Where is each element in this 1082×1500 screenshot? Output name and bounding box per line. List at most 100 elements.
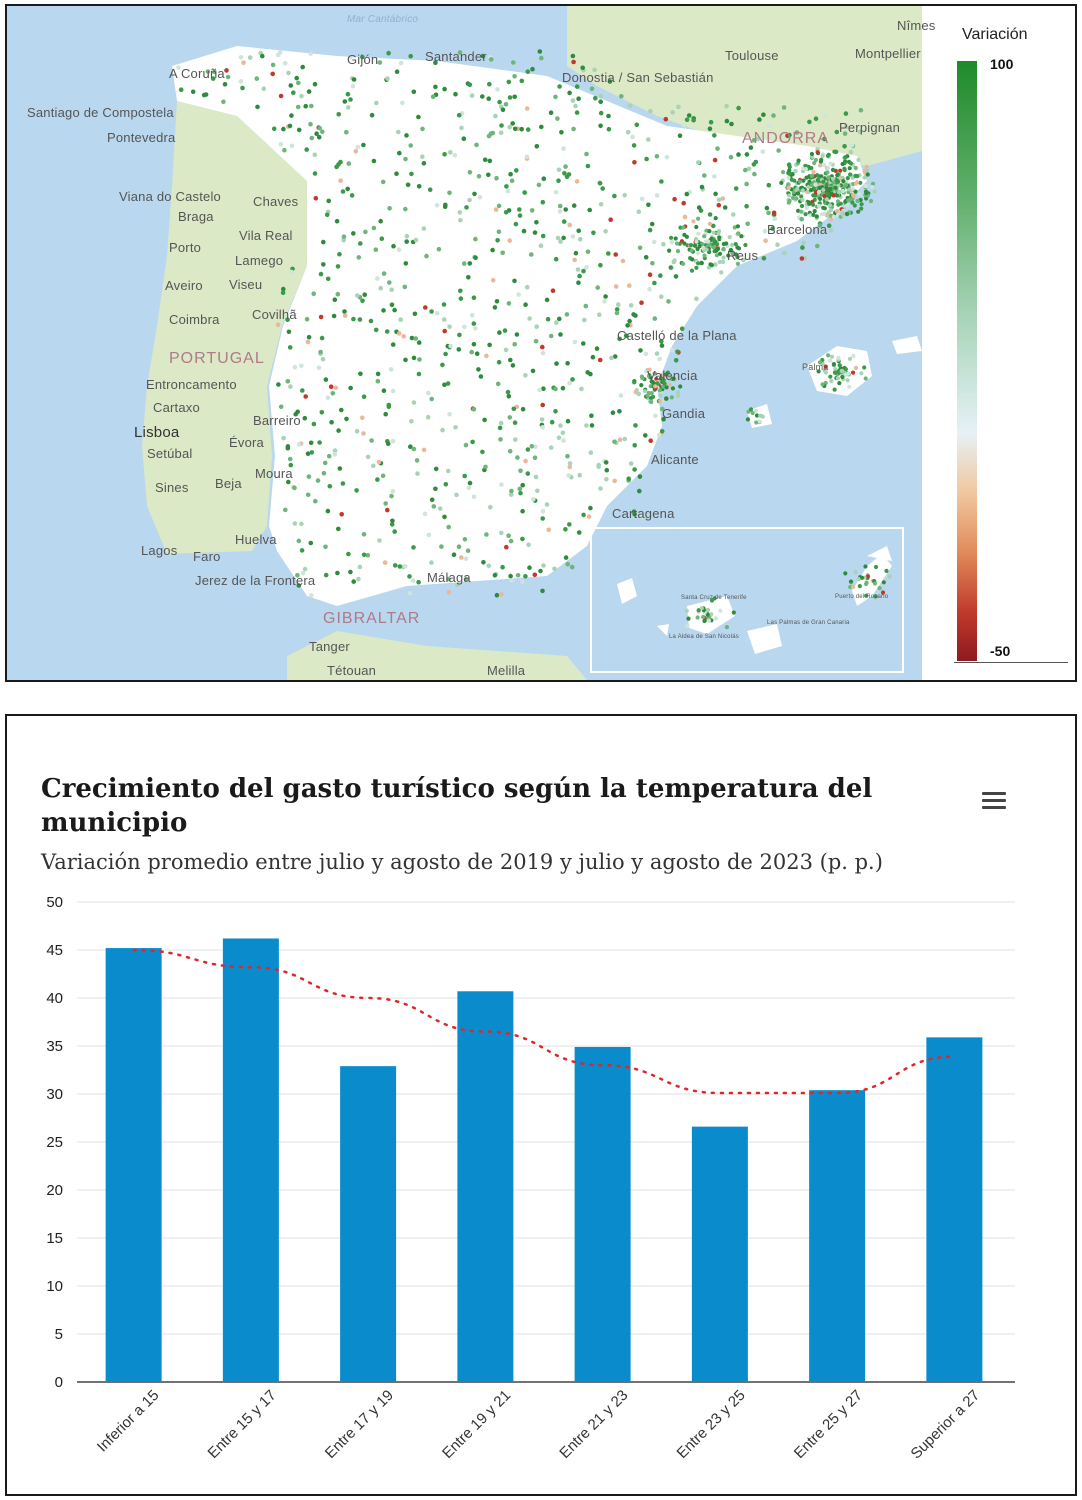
municipality-point: [819, 212, 825, 217]
municipality-point: [412, 311, 418, 317]
municipality-point: [446, 590, 452, 595]
municipality-point: [857, 129, 863, 135]
municipality-point: [442, 514, 447, 520]
municipality-point: [652, 316, 658, 321]
municipality-point: [378, 285, 384, 291]
spain-land: [172, 46, 867, 606]
municipality-point: [447, 324, 452, 330]
municipality-point: [376, 459, 382, 465]
municipality-point: [518, 468, 523, 474]
municipality-point: [857, 584, 862, 589]
municipality-point: [702, 253, 707, 258]
municipality-point: [724, 103, 729, 109]
municipality-point: [517, 213, 523, 218]
municipality-point: [815, 150, 820, 155]
municipality-point: [392, 307, 397, 313]
municipality-point: [754, 420, 759, 425]
municipality-point: [799, 216, 804, 222]
municipality-point: [563, 207, 568, 212]
municipality-point: [403, 357, 408, 363]
municipality-point: [495, 238, 500, 243]
municipality-point: [360, 54, 365, 60]
municipality-point: [361, 552, 367, 558]
municipality-point: [864, 164, 869, 169]
municipality-point: [809, 173, 815, 178]
place-label: Jerez de la Frontera: [195, 573, 316, 588]
municipality-point: [358, 241, 363, 246]
municipality-point: [541, 386, 546, 392]
municipality-point: [828, 161, 833, 166]
municipality-point: [569, 564, 575, 570]
place-label: Cartagena: [612, 506, 675, 521]
municipality-point: [762, 228, 768, 234]
municipality-point: [853, 165, 858, 170]
municipality-point: [478, 374, 484, 379]
municipality-point: [292, 521, 298, 526]
municipality-point: [567, 522, 572, 527]
municipality-point: [685, 623, 690, 628]
municipality-point: [371, 225, 377, 231]
municipality-point: [304, 147, 310, 152]
municipality-point: [332, 451, 338, 457]
municipality-point: [407, 574, 412, 579]
municipality-point: [512, 94, 517, 100]
municipality-point: [348, 54, 353, 59]
map-canvas[interactable]: [7, 6, 1075, 680]
municipality-point: [328, 384, 334, 390]
municipality-point: [456, 347, 462, 352]
municipality-point: [818, 163, 823, 168]
hamburger-menu-icon[interactable]: [982, 792, 1006, 810]
place-label: Porto: [169, 240, 202, 255]
municipality-point: [503, 347, 509, 353]
municipality-point: [772, 216, 778, 222]
municipality-point: [434, 202, 440, 208]
municipality-point: [667, 248, 672, 253]
municipality-point: [570, 98, 576, 103]
municipality-point: [863, 184, 869, 189]
municipality-point: [627, 103, 633, 108]
municipality-point: [523, 458, 528, 464]
municipality-point: [285, 379, 291, 384]
municipality-point: [753, 159, 759, 165]
municipality-point: [507, 415, 513, 420]
municipality-point: [380, 179, 386, 185]
municipality-point: [814, 214, 819, 219]
municipality-point: [327, 484, 333, 489]
municipality-point: [655, 381, 660, 386]
municipality-point: [828, 208, 834, 213]
municipality-point: [824, 185, 829, 190]
municipality-point: [654, 193, 660, 198]
municipality-point: [721, 255, 726, 260]
municipality-point: [483, 464, 488, 470]
municipality-point: [490, 247, 495, 253]
municipality-point: [540, 233, 546, 239]
municipality-point: [379, 236, 385, 241]
municipality-point: [377, 60, 383, 65]
municipality-point: [323, 572, 329, 578]
municipality-point: [362, 292, 368, 298]
municipality-point: [702, 618, 707, 624]
municipality-point: [630, 134, 635, 140]
municipality-point: [397, 564, 403, 569]
municipality-point: [518, 490, 523, 496]
municipality-point: [261, 86, 267, 91]
municipality-point: [506, 79, 512, 85]
municipality-point: [505, 389, 511, 395]
municipality-point: [504, 544, 509, 550]
municipality-point: [667, 377, 672, 382]
municipality-point: [823, 370, 828, 375]
municipality-point: [548, 445, 554, 450]
municipality-point: [225, 74, 231, 80]
municipality-point: [659, 339, 664, 344]
municipality-point: [554, 361, 559, 366]
municipality-point: [818, 196, 823, 201]
municipality-point: [797, 179, 803, 184]
municipality-point: [659, 343, 665, 348]
municipality-point: [474, 142, 479, 148]
municipality-point: [459, 555, 464, 560]
municipality-point: [731, 212, 736, 217]
municipality-point: [764, 205, 770, 211]
municipality-point: [681, 261, 686, 266]
municipality-point: [398, 317, 404, 322]
municipality-point: [333, 385, 339, 391]
